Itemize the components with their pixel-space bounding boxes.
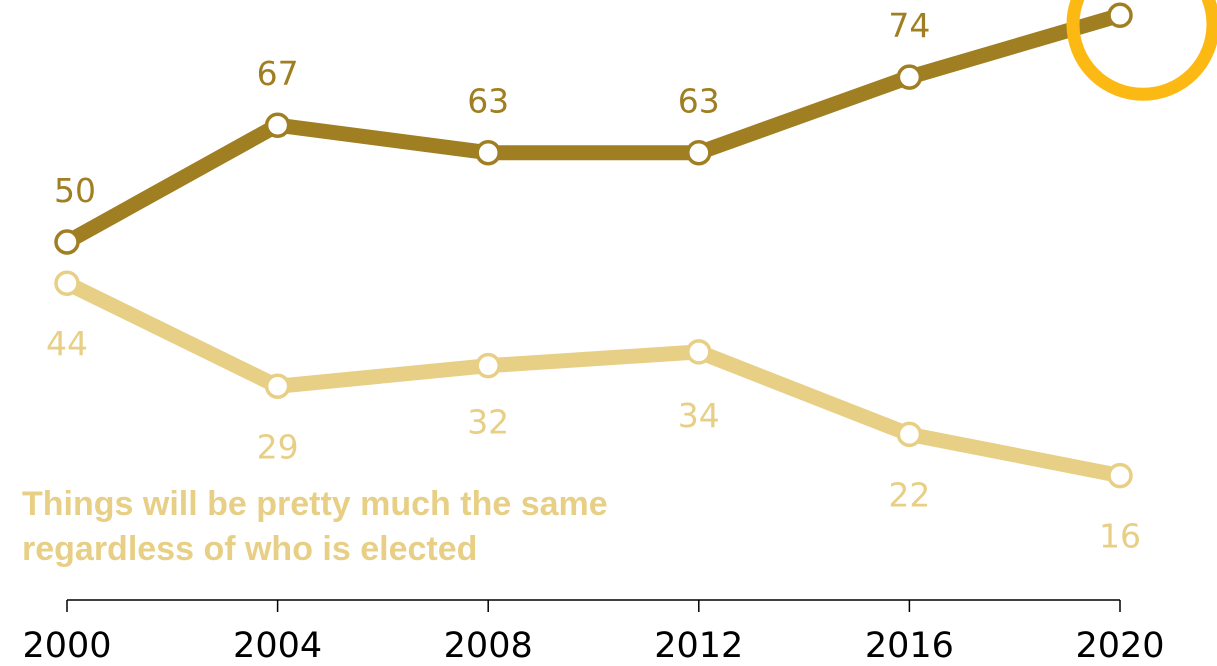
data-label: 44	[46, 324, 88, 363]
data-point	[264, 373, 291, 400]
value-labels: 50 67 63 63 74 44 29 32 34 22 16	[46, 6, 1141, 555]
data-label: 63	[678, 82, 720, 121]
data-point	[54, 229, 80, 255]
data-label: 63	[467, 82, 509, 121]
highlight-layer	[1066, 0, 1217, 101]
data-point	[896, 421, 923, 448]
x-axis: 2000 2004 2008 2012 2016 2020	[22, 599, 1165, 666]
series-name-line: regardless of who is elected	[22, 530, 477, 568]
series-line-1	[59, 275, 1128, 484]
data-label: 16	[1099, 517, 1141, 556]
x-tick-label: 2008	[444, 626, 533, 666]
series-line-0	[59, 7, 1128, 250]
series-lines	[59, 7, 1128, 484]
series-points	[54, 2, 1133, 489]
data-point	[475, 352, 501, 379]
data-label: 29	[257, 427, 299, 466]
series-name-line: Things will be pretty much the same	[22, 485, 608, 523]
data-point	[264, 112, 291, 138]
data-point	[1107, 462, 1133, 489]
series-legend-note: Things will be pretty much the same regar…	[22, 485, 608, 568]
data-point	[475, 139, 501, 166]
data-label: 50	[54, 171, 96, 210]
x-tick-label: 2012	[654, 626, 743, 666]
data-point	[686, 139, 712, 166]
data-point	[1107, 2, 1133, 29]
data-point	[896, 64, 923, 90]
data-label: 22	[888, 475, 930, 514]
highlight-ring	[1066, 0, 1217, 101]
data-label: 74	[888, 6, 930, 45]
data-label: 32	[467, 403, 509, 442]
x-tick-label: 2016	[865, 626, 954, 666]
data-label: 34	[678, 396, 720, 435]
data-label: 67	[257, 54, 299, 93]
x-tick-label: 2000	[22, 626, 111, 666]
x-tick-label: 2020	[1075, 626, 1164, 666]
data-point	[686, 339, 712, 365]
x-tick-label: 2004	[233, 626, 322, 666]
data-point	[54, 270, 80, 296]
